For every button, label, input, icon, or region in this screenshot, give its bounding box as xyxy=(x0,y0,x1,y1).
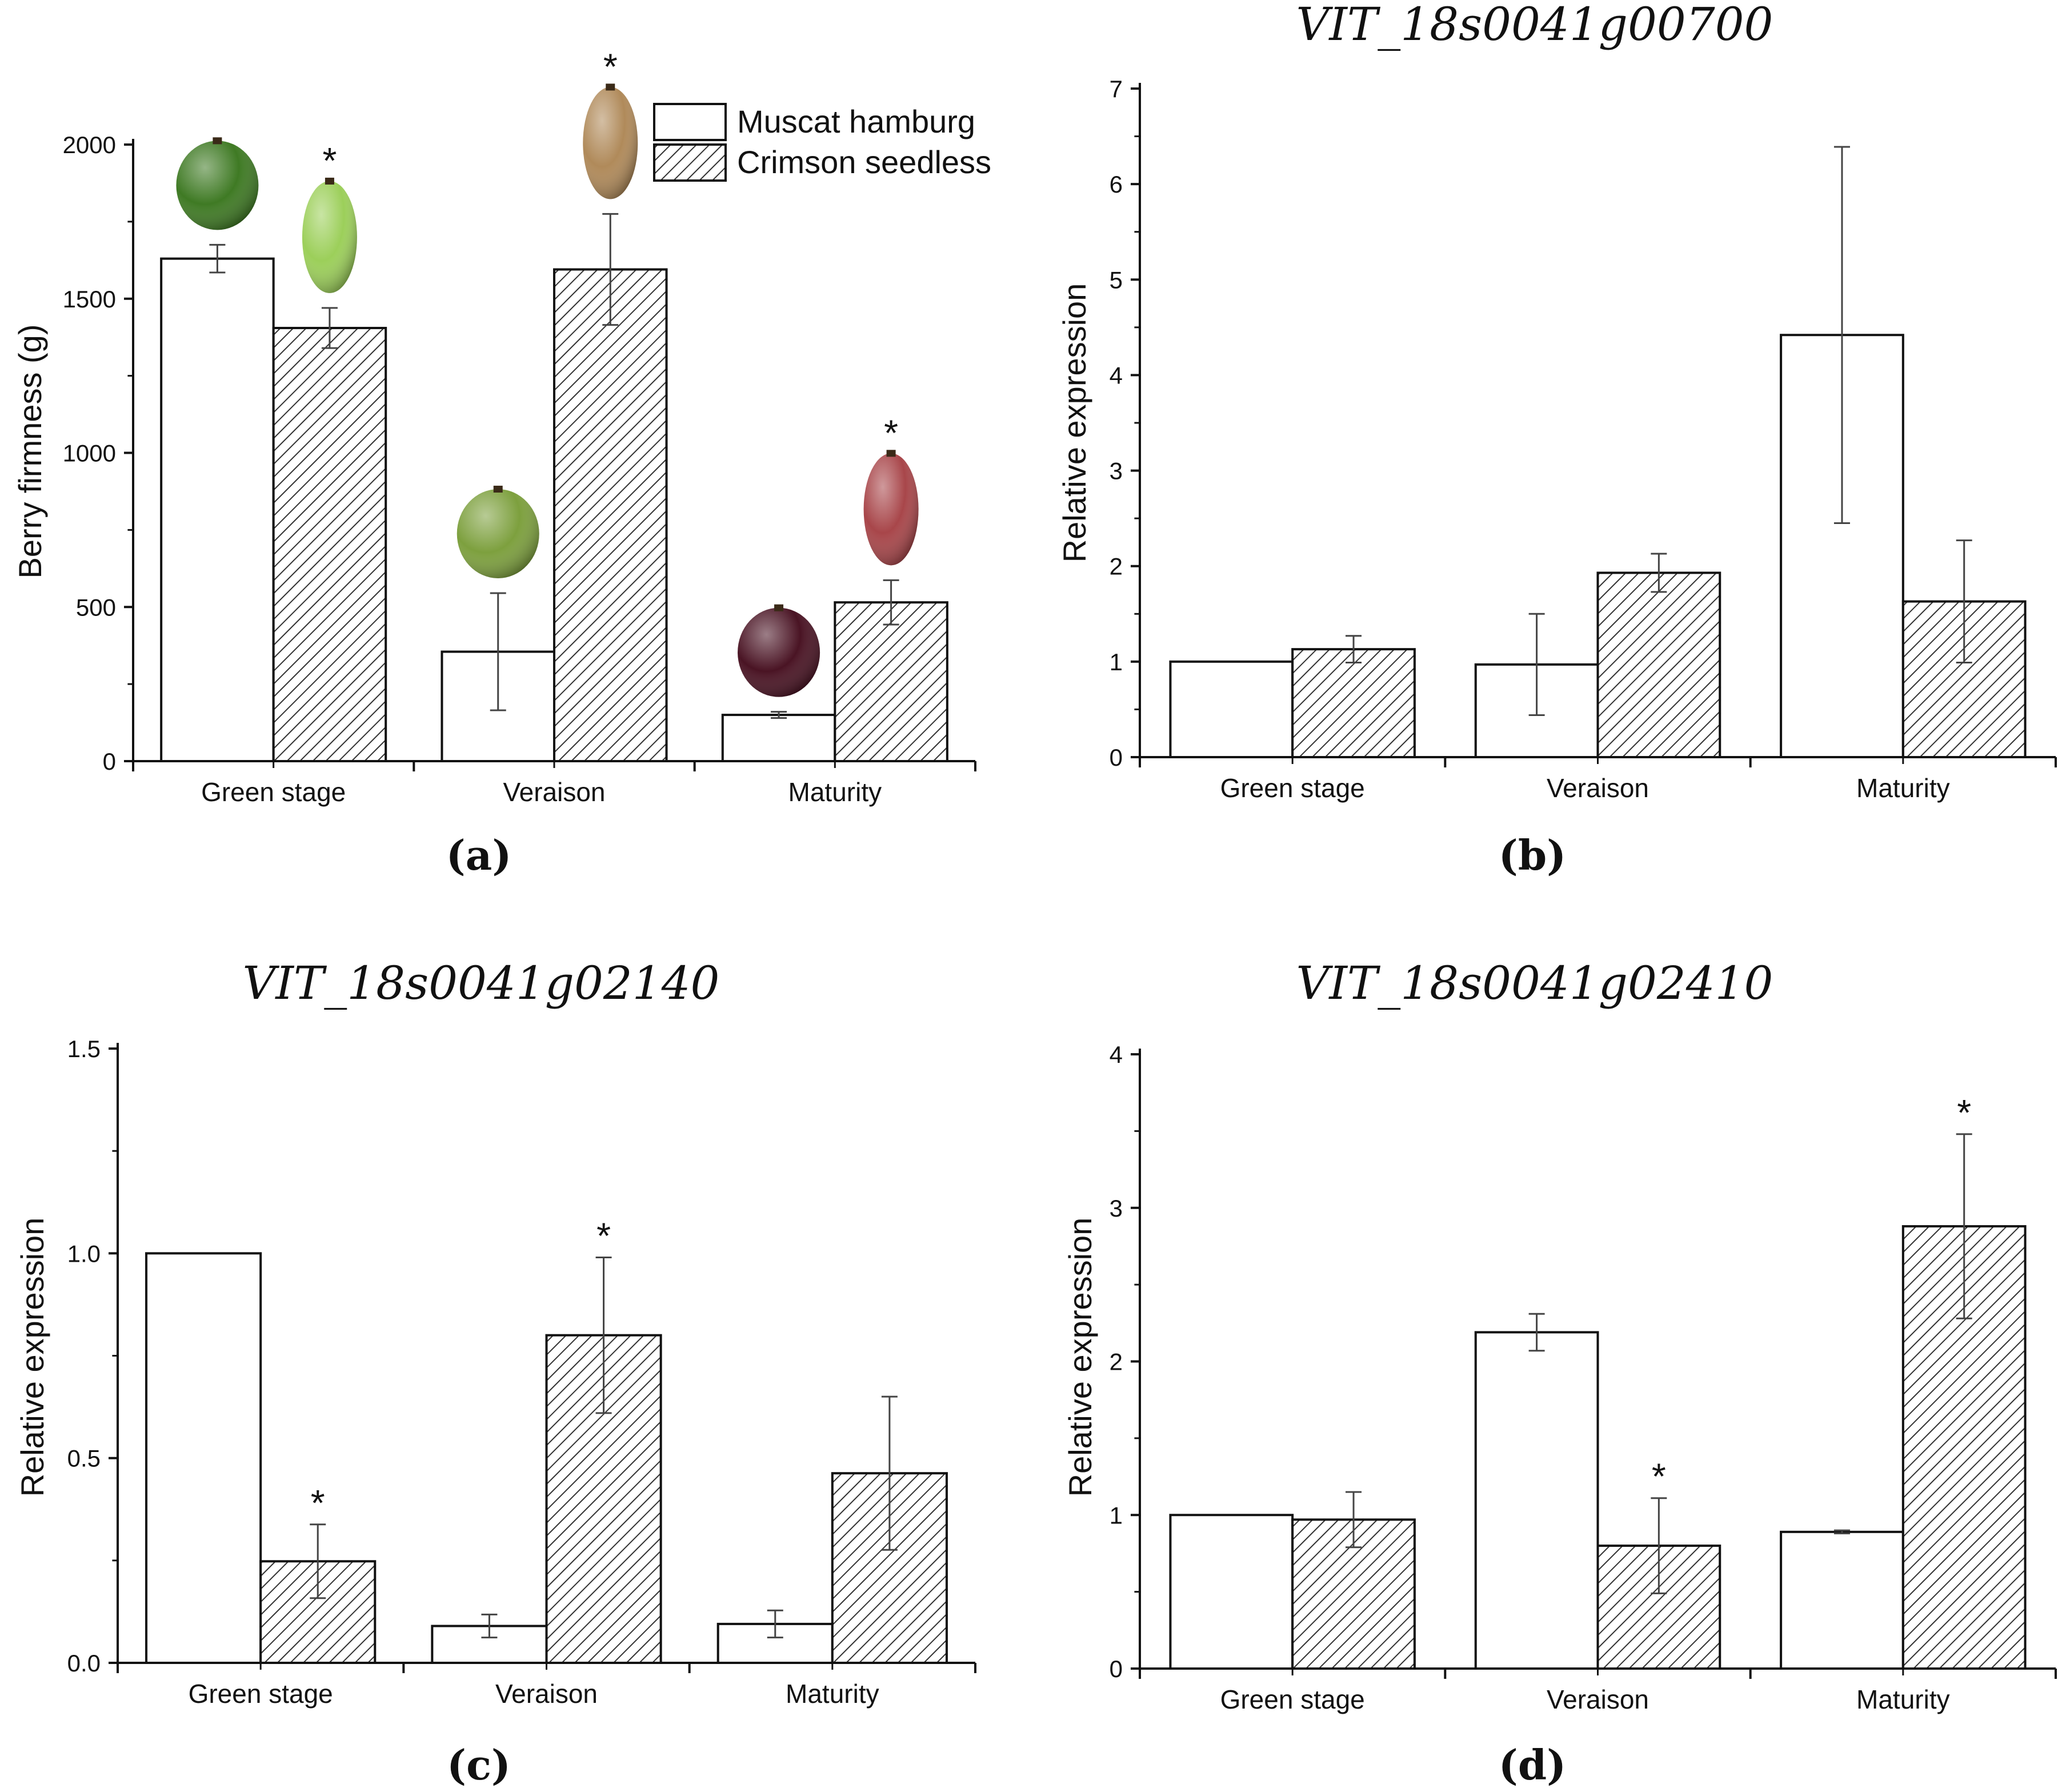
panel-d-ytick-label: 1 xyxy=(1110,1502,1123,1529)
panel-b-ytick-label: 6 xyxy=(1110,171,1123,198)
panel-d-significance-star: * xyxy=(1957,1092,1971,1133)
panel-b-ytick-label: 0 xyxy=(1110,744,1123,771)
panel-b-bar-crimson-seedless-green-stage xyxy=(1291,648,1416,758)
panel-b-ytick-label: 4 xyxy=(1110,362,1123,389)
panel-c-ylabel: Relative expression xyxy=(14,1218,50,1497)
panel-d-bar-muscat-hamburg-green-stage xyxy=(1169,1514,1294,1670)
panel-d-bars: ** xyxy=(1169,1092,2027,1670)
panel-b-bar-muscat-hamburg-green-stage xyxy=(1169,660,1294,759)
panel-d-ytick-label: 3 xyxy=(1110,1195,1123,1222)
panel-c-ytick-label: 1.5 xyxy=(67,1035,101,1062)
legend-swatch-muscat-hamburg xyxy=(653,103,727,141)
panel-a-berry-shading xyxy=(583,87,638,199)
panel-c-ytick-label: 0.0 xyxy=(67,1650,101,1677)
panel-a-significance-star: * xyxy=(322,140,337,181)
panel-d-caption: (d) xyxy=(1499,1741,1566,1789)
legend-label-crimson-seedless: Crimson seedless xyxy=(737,144,991,180)
panel-c-ytick-label: 0.5 xyxy=(67,1445,101,1472)
legend: Muscat hamburg Crimson seedless xyxy=(653,103,991,182)
panel-a-bars xyxy=(160,213,948,763)
panel-b-ytick-label: 3 xyxy=(1110,458,1123,485)
panel-a-significance-star: * xyxy=(884,412,898,453)
panel-c-bars: ** xyxy=(145,1215,948,1665)
panel-b: VIT_18s0041g00700 0 1 2 3 4 5 6 7 Green stage Ver… xyxy=(1056,0,2057,879)
panel-a-ytick-label: 2000 xyxy=(63,131,116,158)
panel-a-bar-crimson-seedless-green-stage xyxy=(272,327,387,762)
panel-a-ytick-label: 500 xyxy=(76,594,116,621)
panel-a-significance-star: * xyxy=(603,46,618,87)
panel-a-category-label-veraison: Veraison xyxy=(503,777,605,807)
panel-b-caption: (b) xyxy=(1499,831,1566,879)
panel-a-axes: 0 500 1000 1500 2000 Green stage Veraison Matur… xyxy=(63,131,976,807)
panel-b-ytick-label: 1 xyxy=(1110,649,1123,675)
panel-d: VIT_18s0041g02410 0 1 2 3 4 Green stage Verais… xyxy=(1062,957,2057,1789)
panel-c-caption: (c) xyxy=(447,1741,511,1789)
panel-c-category-label-maturity: Maturity xyxy=(786,1679,879,1709)
panel-d-title: VIT_18s0041g02410 xyxy=(1296,957,1773,1010)
panel-d-ytick-label: 2 xyxy=(1110,1349,1123,1375)
panel-c: VIT_18s0041g02140 0.0 0.5 1.0 1.5 Green stag… xyxy=(14,957,976,1789)
panel-a-berry-stem xyxy=(886,450,896,457)
panel-a-caption: (a) xyxy=(446,831,512,879)
panel-a-bar-crimson-seedless-maturity xyxy=(834,601,948,762)
panel-a-berry-shading xyxy=(457,489,539,578)
panel-c-bar-muscat-hamburg-green-stage xyxy=(145,1252,262,1664)
panel-a-berry-stem xyxy=(213,137,222,145)
panel-d-ytick-label: 4 xyxy=(1110,1041,1123,1068)
panel-a-berries: * * * xyxy=(176,46,919,697)
panel-b-bars xyxy=(1169,146,2027,759)
panel-a-berry-stem xyxy=(493,485,503,493)
panel-a-category-label-maturity: Maturity xyxy=(788,777,882,807)
panel-a-ytick-label: 1500 xyxy=(63,286,116,313)
panel-b-ytick-label: 2 xyxy=(1110,553,1123,580)
panel-c-significance-star: * xyxy=(311,1482,325,1523)
legend-swatch-crimson-seedless xyxy=(653,143,727,182)
panel-d-bar-muscat-hamburg-veraison xyxy=(1474,1331,1599,1670)
legend-label-muscat-hamburg: Muscat hamburg xyxy=(737,103,975,139)
panel-a-berry-stem xyxy=(325,177,334,185)
panel-d-bar-muscat-hamburg-maturity xyxy=(1780,1530,1904,1670)
panel-d-category-label-green-stage: Green stage xyxy=(1220,1685,1365,1714)
panel-b-category-label-green-stage: Green stage xyxy=(1220,773,1365,803)
panel-c-category-label-veraison: Veraison xyxy=(495,1679,598,1709)
panel-b-ytick-label: 5 xyxy=(1110,266,1123,293)
panel-d-significance-star: * xyxy=(1652,1456,1666,1497)
panel-a-bar-muscat-hamburg-green-stage xyxy=(160,257,275,762)
panel-a-berry-shading xyxy=(302,181,357,293)
panel-b-ylabel: Relative expression xyxy=(1056,283,1092,563)
panel-a-berry-shading xyxy=(738,607,820,697)
panel-a: 0 500 1000 1500 2000 Green stage Veraison Matur… xyxy=(12,46,991,879)
panel-a-ytick-label: 1000 xyxy=(63,440,116,467)
panel-b-category-label-veraison: Veraison xyxy=(1547,773,1649,803)
panel-c-significance-star: * xyxy=(596,1215,611,1257)
panel-a-ytick-label: 0 xyxy=(103,748,116,775)
panel-a-ylabel: Berry firmness (g) xyxy=(12,325,48,579)
panel-c-category-label-green-stage: Green stage xyxy=(189,1679,333,1709)
panel-b-category-label-maturity: Maturity xyxy=(1856,773,1950,803)
panel-d-ylabel: Relative expression xyxy=(1062,1218,1098,1497)
panel-b-ytick-label: 7 xyxy=(1110,75,1123,102)
panel-d-ytick-label: 0 xyxy=(1110,1655,1123,1682)
panel-c-ytick-label: 1.0 xyxy=(67,1240,101,1267)
panel-a-bar-crimson-seedless-veraison xyxy=(553,268,668,762)
panel-a-category-label-green-stage: Green stage xyxy=(201,777,346,807)
panel-d-category-label-maturity: Maturity xyxy=(1856,1685,1950,1714)
panel-a-berry-stem xyxy=(774,604,784,611)
panel-a-bar-muscat-hamburg-maturity xyxy=(721,714,836,762)
panel-d-category-label-veraison: Veraison xyxy=(1547,1685,1649,1714)
panel-b-bar-crimson-seedless-veraison xyxy=(1596,571,1721,759)
panel-a-berry-shading xyxy=(863,453,919,566)
panel-a-berry-stem xyxy=(606,83,615,91)
panel-c-title: VIT_18s0041g02140 xyxy=(243,957,720,1010)
panel-b-title: VIT_18s0041g00700 xyxy=(1296,0,1773,51)
panel-a-berry-shading xyxy=(176,141,259,230)
